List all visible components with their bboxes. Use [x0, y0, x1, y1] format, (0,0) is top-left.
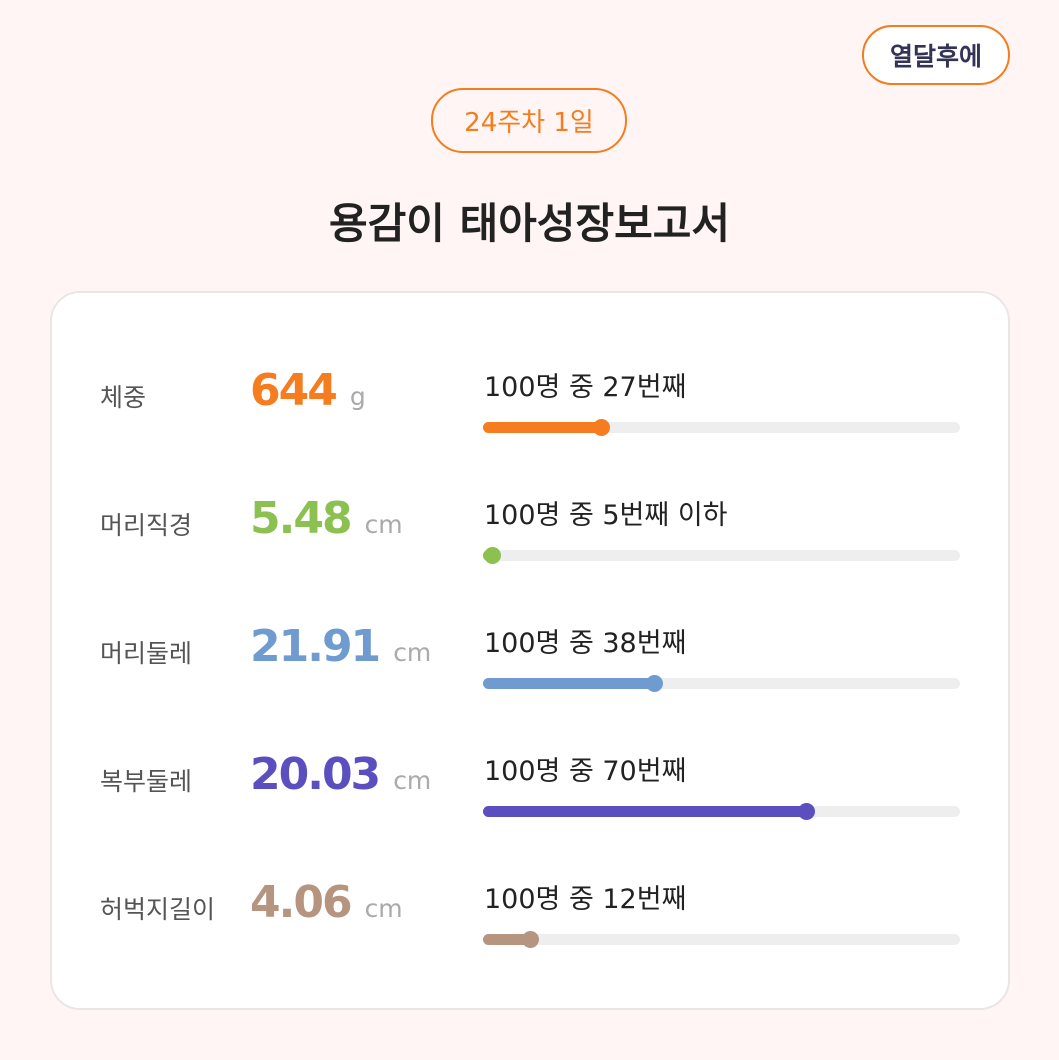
rank-text: 100명 중 5번째 이하 — [484, 500, 728, 531]
value-number: 4.06 — [250, 877, 353, 928]
bar-fill — [483, 675, 663, 692]
bar-handle — [645, 675, 663, 692]
bar-handle — [521, 931, 539, 948]
row-value: 20.03 cm — [250, 749, 431, 800]
value-number: 5.48 — [250, 493, 353, 544]
row-label: 허벅지길이 — [100, 895, 216, 924]
row-label: 머리직경 — [100, 511, 193, 540]
row-value: 644 g — [250, 365, 366, 416]
value-unit: g — [349, 382, 366, 411]
rank-text: 100명 중 12번째 — [484, 884, 687, 915]
card — [50, 291, 1010, 1010]
rank-text: 100명 중 38번째 — [484, 628, 687, 659]
value-unit: cm — [364, 510, 403, 539]
title: 용감이 태아성장보고서 — [328, 199, 731, 248]
nav-button[interactable]: 열달후에 — [862, 25, 1010, 85]
bar-track — [483, 931, 960, 948]
value-unit: cm — [364, 894, 403, 923]
bar-handle — [483, 547, 501, 564]
week-badge: 24주차 1일 — [431, 88, 627, 153]
row-value: 5.48 cm — [250, 493, 403, 544]
value-number: 21.91 — [250, 621, 381, 672]
row-value: 4.06 cm — [250, 877, 403, 928]
row-label: 머리둘레 — [100, 639, 193, 668]
bar-track — [483, 675, 960, 692]
bar-fill — [483, 931, 539, 948]
value-number: 20.03 — [250, 749, 381, 800]
value-unit: cm — [393, 766, 432, 795]
value-number: 644 — [250, 365, 338, 416]
row-value: 21.91 cm — [250, 621, 431, 672]
bar-fill — [483, 419, 611, 436]
rank-text: 100명 중 70번째 — [484, 756, 687, 787]
bar-fill — [483, 803, 816, 820]
rank-text: 100명 중 27번째 — [484, 372, 687, 403]
bar-track — [483, 803, 960, 820]
bar-track — [483, 419, 960, 436]
bar-handle — [593, 419, 611, 436]
bar-fill — [483, 547, 501, 564]
bar-handle — [798, 803, 816, 820]
value-unit: cm — [393, 638, 432, 667]
bar-track — [483, 547, 960, 564]
row-label: 복부둘레 — [100, 767, 193, 796]
row-label: 체중 — [100, 383, 147, 412]
